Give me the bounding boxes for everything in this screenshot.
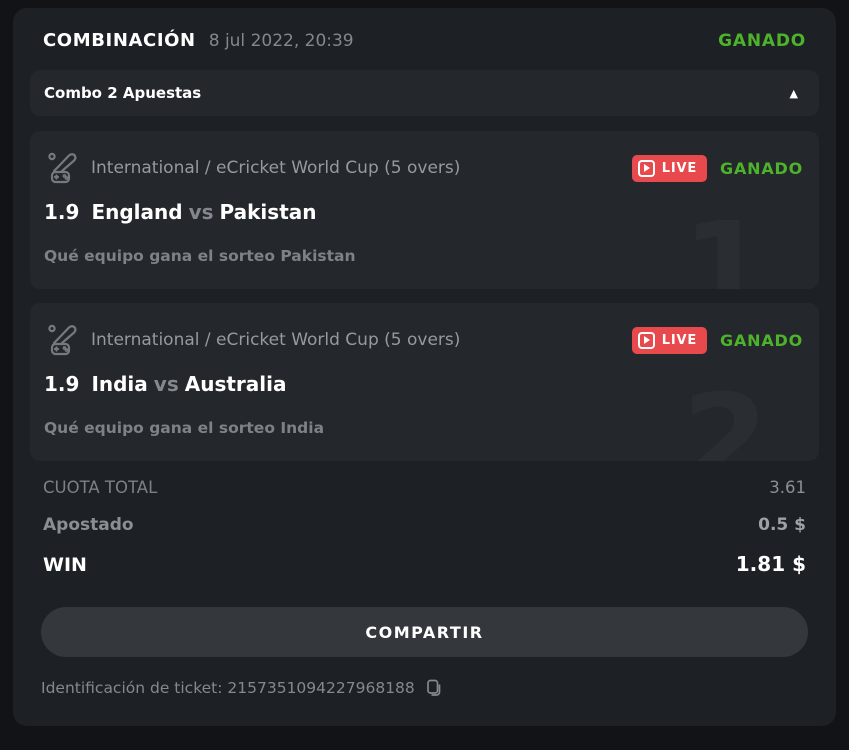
ticket-summary: CUOTA TOTAL 3.61 Apostado 0.5 $ WIN 1.81… <box>43 478 806 576</box>
total-odds-row: CUOTA TOTAL 3.61 <box>43 478 806 497</box>
ecricket-icon <box>48 324 77 356</box>
bet-status-badge: GANADO <box>720 330 803 350</box>
win-row: WIN 1.81 $ <box>43 552 806 576</box>
ticket-type-title: COMBINACIÓN <box>43 30 196 51</box>
play-icon <box>637 331 655 349</box>
home-team: England <box>91 200 183 224</box>
total-odds-label: CUOTA TOTAL <box>43 478 158 497</box>
ticket-id-row: Identificación de ticket: 21573510942279… <box>41 678 808 697</box>
play-icon <box>637 159 655 177</box>
stake-row: Apostado 0.5 $ <box>43 515 806 535</box>
live-label: LIVE <box>661 160 698 176</box>
bet-card-2-top: International / eCricket World Cup (5 ov… <box>44 322 803 358</box>
ticket-status-badge: GANADO <box>718 30 806 51</box>
ecricket-icon <box>48 152 77 184</box>
bet-status-badge: GANADO <box>720 158 803 178</box>
bet-index-watermark: 2 <box>682 368 769 461</box>
bet-card-2-badges: LIVE GANADO <box>631 326 803 354</box>
market-selection: Qué equipo gana el sorteo Pakistan <box>44 247 356 265</box>
ticket-header: COMBINACIÓN 8 jul 2022, 20:39 GANADO <box>13 8 836 51</box>
away-team: Pakistan <box>219 200 317 224</box>
bet-index-watermark: 1 <box>682 196 769 289</box>
match-line: 1.9 India vs Australia <box>44 372 803 396</box>
copy-icon[interactable] <box>424 678 443 697</box>
bet-odds: 1.9 <box>44 200 80 224</box>
bet-card-1: International / eCricket World Cup (5 ov… <box>30 131 819 289</box>
live-badge: LIVE <box>631 154 708 182</box>
bet-card-1-badges: LIVE GANADO <box>631 154 803 182</box>
league-name: International / eCricket World Cup (5 ov… <box>91 330 461 350</box>
ticket-id-value: 2157351094227968188 <box>227 678 415 697</box>
league-name: International / eCricket World Cup (5 ov… <box>91 158 461 178</box>
home-team: India <box>91 372 148 396</box>
combo-label: Combo 2 Apuestas <box>44 84 202 102</box>
total-odds-value: 3.61 <box>769 478 806 497</box>
win-value: 1.81 $ <box>735 552 806 576</box>
stake-value: 0.5 $ <box>758 515 806 535</box>
bet-card-2: International / eCricket World Cup (5 ov… <box>30 303 819 461</box>
combo-header[interactable]: Combo 2 Apuestas ▲ <box>30 70 819 116</box>
bet-ticket-panel: COMBINACIÓN 8 jul 2022, 20:39 GANADO Com… <box>13 8 836 726</box>
away-team: Australia <box>184 372 287 396</box>
vs-label: vs <box>153 372 179 396</box>
stake-label: Apostado <box>43 515 134 535</box>
match-line: 1.9 England vs Pakistan <box>44 200 803 224</box>
ticket-date: 8 jul 2022, 20:39 <box>208 30 354 51</box>
collapse-arrow-icon[interactable]: ▲ <box>789 86 798 100</box>
win-label: WIN <box>43 554 87 576</box>
bet-card-1-top: International / eCricket World Cup (5 ov… <box>44 150 803 186</box>
market-selection: Qué equipo gana el sorteo India <box>44 419 325 437</box>
live-badge: LIVE <box>631 326 708 354</box>
bet-odds: 1.9 <box>44 372 80 396</box>
live-label: LIVE <box>661 332 698 348</box>
vs-label: vs <box>188 200 214 224</box>
ticket-id-label: Identificación de ticket: <box>41 678 223 697</box>
share-button[interactable]: COMPARTIR <box>41 607 808 657</box>
